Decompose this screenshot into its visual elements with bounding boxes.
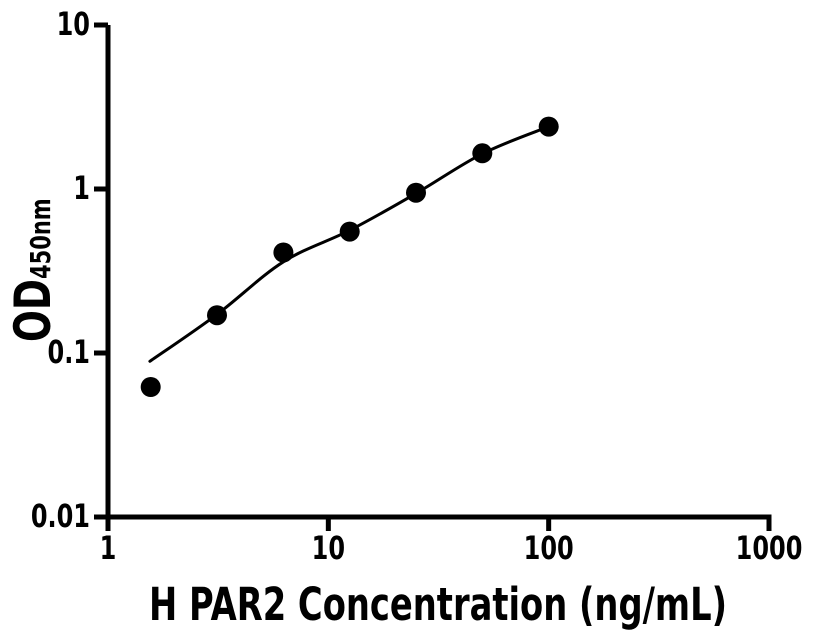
data-point <box>273 242 294 263</box>
y-axis-title: OD450nm <box>5 198 63 342</box>
y-tick-label: 0.1 <box>48 334 90 371</box>
data-point-markers <box>140 116 559 397</box>
x-tick-label: 1000 <box>736 530 803 567</box>
y-axis-ticks <box>94 22 108 520</box>
x-tick-label: 100 <box>524 530 574 567</box>
data-point <box>472 143 493 164</box>
y-axis-title-sub: 450nm <box>24 198 57 279</box>
y-axis-tick-labels: 0.01 0.1 1 10 <box>31 6 90 535</box>
data-point <box>538 116 559 137</box>
data-point <box>140 377 161 397</box>
x-axis-ticks <box>105 517 772 531</box>
x-axis-tick-labels: 1 10 100 1000 <box>100 530 803 567</box>
x-tick-label: 1 <box>100 530 117 567</box>
y-tick-label: 1 <box>73 170 90 207</box>
y-tick-label: 10 <box>57 6 90 43</box>
x-tick-label: 10 <box>312 530 345 567</box>
data-point <box>406 182 426 203</box>
axis-spines <box>105 25 772 520</box>
y-axis-title-main: OD <box>5 279 63 342</box>
data-point <box>339 221 360 242</box>
fitted-curve-line <box>148 125 551 363</box>
x-axis-title: H PAR2 Concentration (ng/mL) <box>149 579 727 631</box>
y-tick-label: 0.01 <box>31 498 90 535</box>
data-point <box>207 305 227 326</box>
